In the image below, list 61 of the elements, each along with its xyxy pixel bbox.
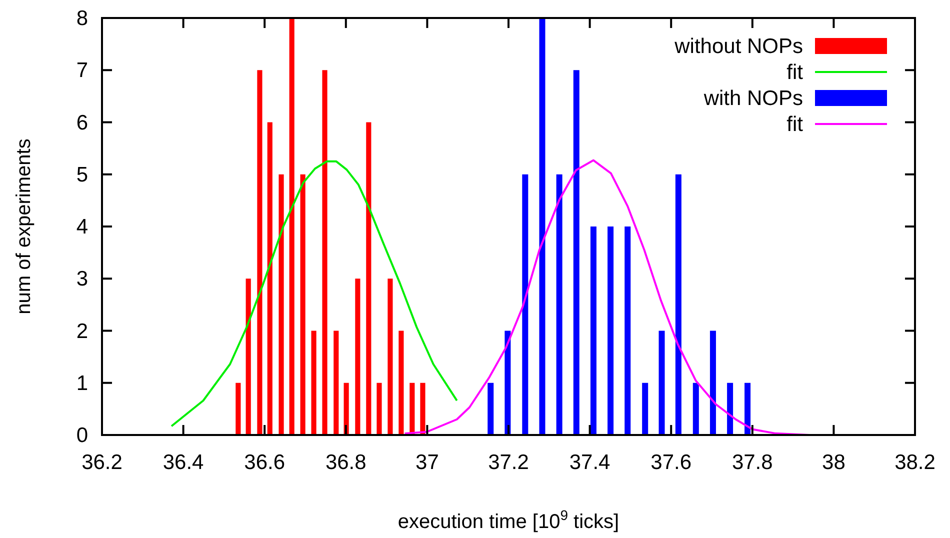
bar <box>522 174 528 435</box>
y-tick-label: 3 <box>76 268 88 291</box>
bar <box>410 382 415 435</box>
bar <box>556 174 562 435</box>
bar <box>573 70 580 435</box>
legend-label: fit <box>786 113 804 136</box>
bar <box>311 330 316 435</box>
legend-label: without NOPs <box>674 35 803 58</box>
y-tick-label: 1 <box>76 372 88 395</box>
bar <box>388 278 393 435</box>
x-tick-label: 37.2 <box>488 451 529 474</box>
y-tick-label: 0 <box>76 424 88 447</box>
x-tick-label: 37.8 <box>732 451 773 474</box>
bar <box>246 278 251 435</box>
bar <box>257 70 262 435</box>
x-tick-label: 37.6 <box>650 451 692 474</box>
bar <box>504 330 511 435</box>
x-tick-label: 36.8 <box>325 451 366 474</box>
bar <box>539 18 546 435</box>
y-tick-label: 5 <box>76 163 88 186</box>
bar <box>744 382 751 435</box>
x-axis-title: execution time [10$^{9}$ ticks] <box>398 507 620 533</box>
bar <box>642 382 648 435</box>
bar <box>376 382 382 435</box>
bar <box>267 122 272 435</box>
bar <box>488 382 494 435</box>
legend-label: fit <box>786 61 804 84</box>
bar <box>300 174 306 435</box>
bar <box>608 226 614 435</box>
line-series <box>170 160 458 428</box>
y-tick-label: 6 <box>76 111 88 134</box>
bar <box>727 382 734 435</box>
bar <box>710 330 716 435</box>
legend-label: with NOPs <box>702 87 803 110</box>
bar <box>398 330 404 435</box>
bar <box>624 226 631 435</box>
x-tick-label: 38.2 <box>894 451 936 474</box>
y-tick-label: 2 <box>76 320 88 343</box>
bar <box>692 382 699 435</box>
bar <box>334 330 339 435</box>
x-tick-label: 36.2 <box>82 451 122 474</box>
bar <box>344 382 349 435</box>
bar <box>658 330 665 435</box>
y-tick-label: 8 <box>76 7 88 30</box>
x-tick-label: 36.4 <box>162 451 204 474</box>
y-tick-label: 4 <box>76 216 88 238</box>
bar <box>289 18 294 435</box>
y-tick-label: 7 <box>76 59 88 82</box>
y-axis-title: num of experiments <box>13 138 35 314</box>
x-tick-label: 36.6 <box>244 451 286 474</box>
bar <box>236 382 241 435</box>
bar <box>675 174 682 435</box>
bar <box>355 278 360 435</box>
bar <box>278 174 284 435</box>
x-tick-label: 38 <box>822 451 846 474</box>
bar <box>420 382 426 435</box>
bar <box>366 122 372 435</box>
x-tick-label: 37 <box>416 451 439 474</box>
x-tick-label: 37.4 <box>569 451 611 474</box>
bar <box>322 70 328 435</box>
bar <box>590 226 596 435</box>
